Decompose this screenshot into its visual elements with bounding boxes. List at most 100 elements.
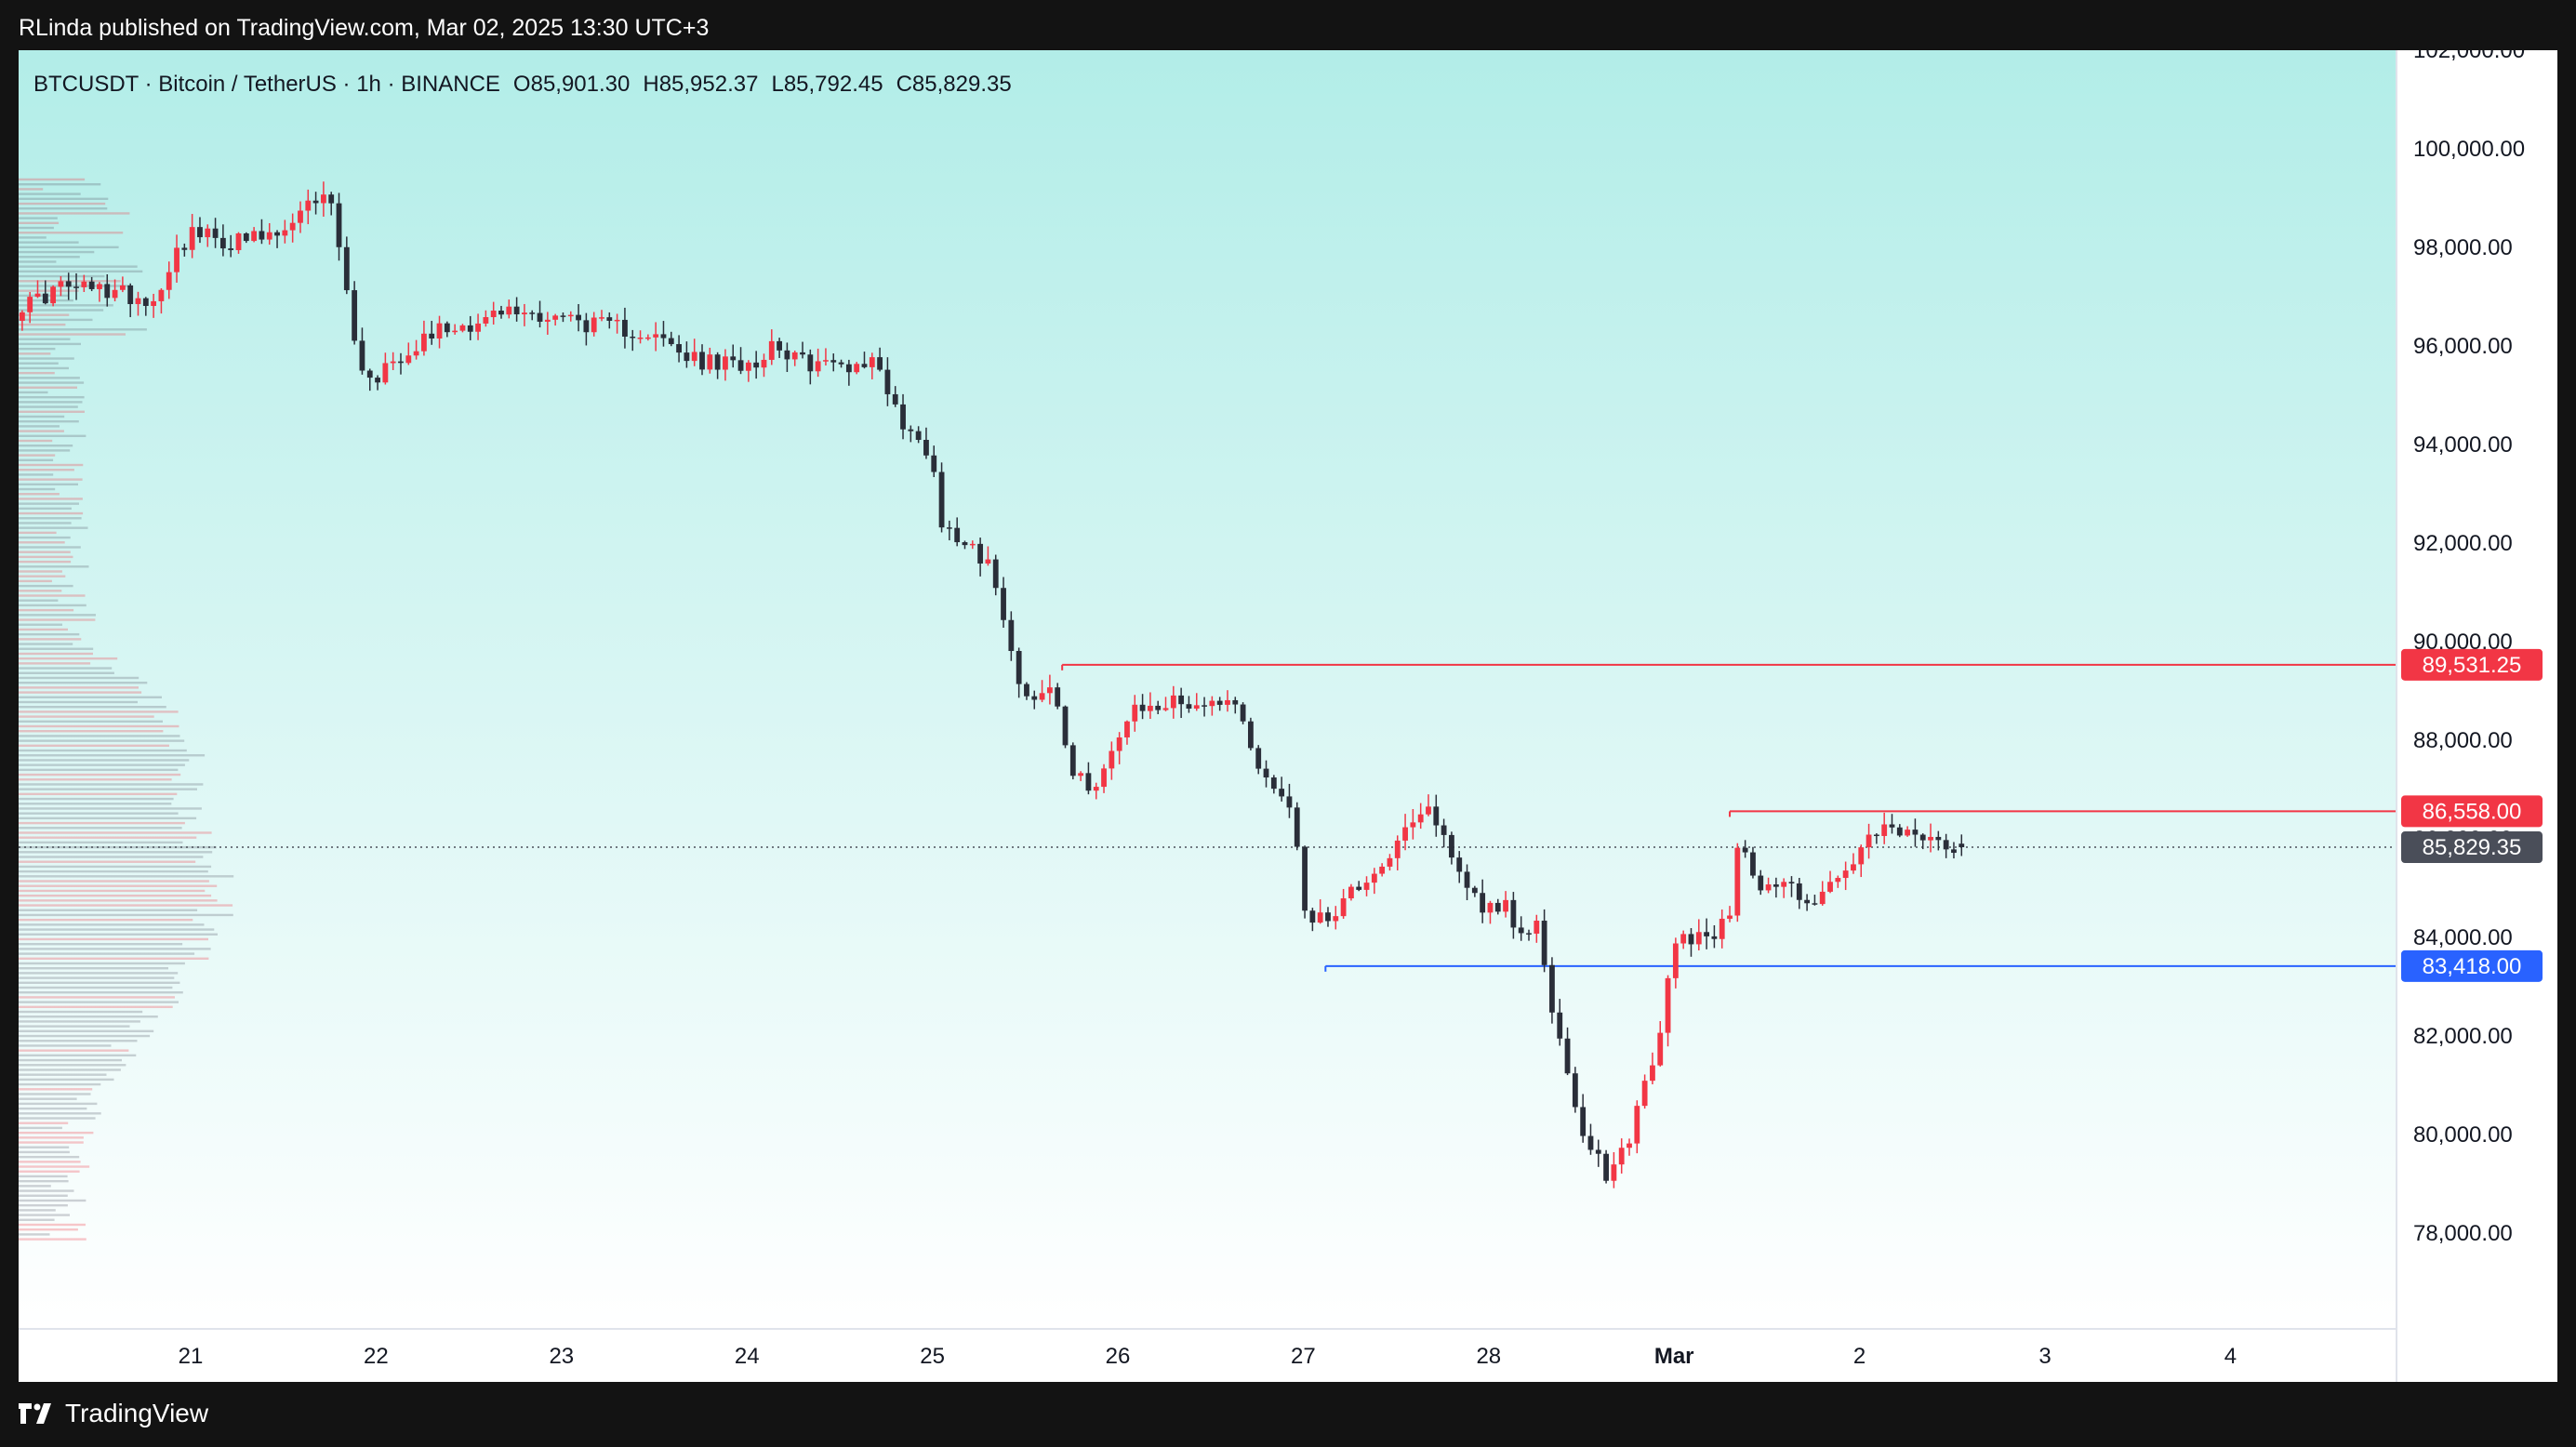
candle-body [954,527,961,543]
volume-profile-bar [19,1141,84,1144]
volume-profile-bar [19,570,62,573]
time-tick-label: 2 [1853,1344,1866,1369]
volume-profile-bar [19,1064,126,1067]
volume-profile-bar [19,691,142,694]
publish-header: RLinda published on TradingView.com, Mar… [0,0,2576,50]
volume-profile-bar [19,246,119,249]
volume-profile-bar [19,522,72,524]
candle-body [1750,852,1756,876]
candle-body [1641,1081,1648,1107]
candle-body [830,360,837,363]
volume-profile-bar [19,1112,101,1115]
candle-body [1302,846,1308,911]
candle-body [490,311,497,318]
volume-profile-bar [19,458,54,462]
candle-body [259,231,265,240]
volume-profile-bar [19,309,104,312]
candle-body [513,306,520,314]
candle-body [838,362,844,365]
candle-body [1024,684,1029,697]
candle-body [1101,768,1107,788]
volume-profile-bar [19,590,62,592]
volume-profile-bar [19,183,101,186]
candle-body [1216,700,1223,705]
candle-body [1896,827,1903,836]
candle-body [298,210,303,223]
volume-profile-bar [19,1117,96,1120]
candle-body [251,231,258,242]
price-chart[interactable]: 102,000.00 100,000.00 98,000.00 96,000.00 94… [19,50,2557,1382]
candle-body [142,298,149,306]
volume-profile-bar [19,579,52,583]
candle-body [1124,721,1130,737]
volume-profile-bar [19,788,197,790]
ohlc-close: C85,829.35 [896,72,1012,97]
volume-profile-bar [19,401,83,404]
volume-profile-bar [19,614,96,617]
price-axis[interactable]: 102,000.00 100,000.00 98,000.00 96,000.00 94… [2413,50,2525,1246]
volume-profile-bar [19,724,179,728]
candle-body [305,200,312,211]
volume-profile-bar [19,517,82,520]
symbol-legend[interactable]: BTCUSDT · Bitcoin / TetherUS · 1h · BINA… [33,72,1012,97]
chart-area[interactable]: 102,000.00 100,000.00 98,000.00 96,000.00 94… [19,50,2557,1382]
candle-body [1727,915,1733,919]
candle-body [1008,619,1015,652]
candle-body [1433,806,1440,826]
candle-body [1426,806,1431,815]
symbol-info: BTCUSDT · Bitcoin / TetherUS · 1h · BINA… [33,72,500,97]
ohlc-low: L85,792.45 [771,72,883,97]
volume-profile-bar [19,638,82,641]
candle-body [946,527,952,529]
volume-profile-bar [19,643,73,645]
candle-body [34,293,41,298]
volume-profile-bar [19,705,166,709]
time-tick-label: 3 [2038,1344,2051,1369]
candle-body [452,330,458,333]
candle-body [312,200,319,204]
candle-body [421,333,427,352]
candle-body [197,227,203,238]
candle-body [962,542,968,546]
candle-body [1325,912,1331,922]
volume-profile-bar [19,827,182,830]
candle-body [1016,651,1022,684]
candle-body [915,431,922,440]
candle-body [1062,706,1069,746]
volume-profile-bar [19,933,218,936]
volume-profile-bar [19,1122,69,1124]
volume-profile-bar [19,962,185,965]
resistance-price-tag-bg [2401,795,2543,828]
volume-profile-bar [19,371,55,375]
candle-body [1765,884,1772,891]
volume-profile-bar [19,754,206,757]
time-tick-label: 4 [2224,1344,2237,1369]
tradingview-logo[interactable]: TradingView [19,1399,208,1428]
volume-profile-bar [19,1073,107,1076]
candle-body [884,369,891,394]
time-axis[interactable]: 21 22 23 24 25 26 27 28 Mar 2 3 4 [179,1344,2237,1369]
candle-body [900,404,906,430]
candle-body [707,354,713,370]
candle-body [289,222,296,231]
volume-profile-bar [19,744,169,748]
candle-body [429,333,435,339]
candle-body [552,315,559,320]
volume-profile-bar [19,1199,86,1202]
volume-profile-bar [19,565,89,568]
candle-body [1549,964,1555,1013]
candle-body [1503,899,1508,912]
volume-profile-bar [19,657,118,660]
volume-profile-bar [19,555,73,559]
support-price-tag: 83,418.00 [2423,954,2522,979]
volume-profile-bar [19,1082,101,1086]
resistance-price-tag-bg [2401,648,2543,681]
candle-body [1039,693,1045,700]
volume-profile-bar [19,236,46,239]
volume-profile-bar [19,662,91,665]
volume-profile-bar [19,395,85,399]
candle-body [768,340,775,360]
candle-body [1464,871,1470,888]
volume-profile-bar [19,1150,70,1154]
candle-body [1788,882,1795,883]
